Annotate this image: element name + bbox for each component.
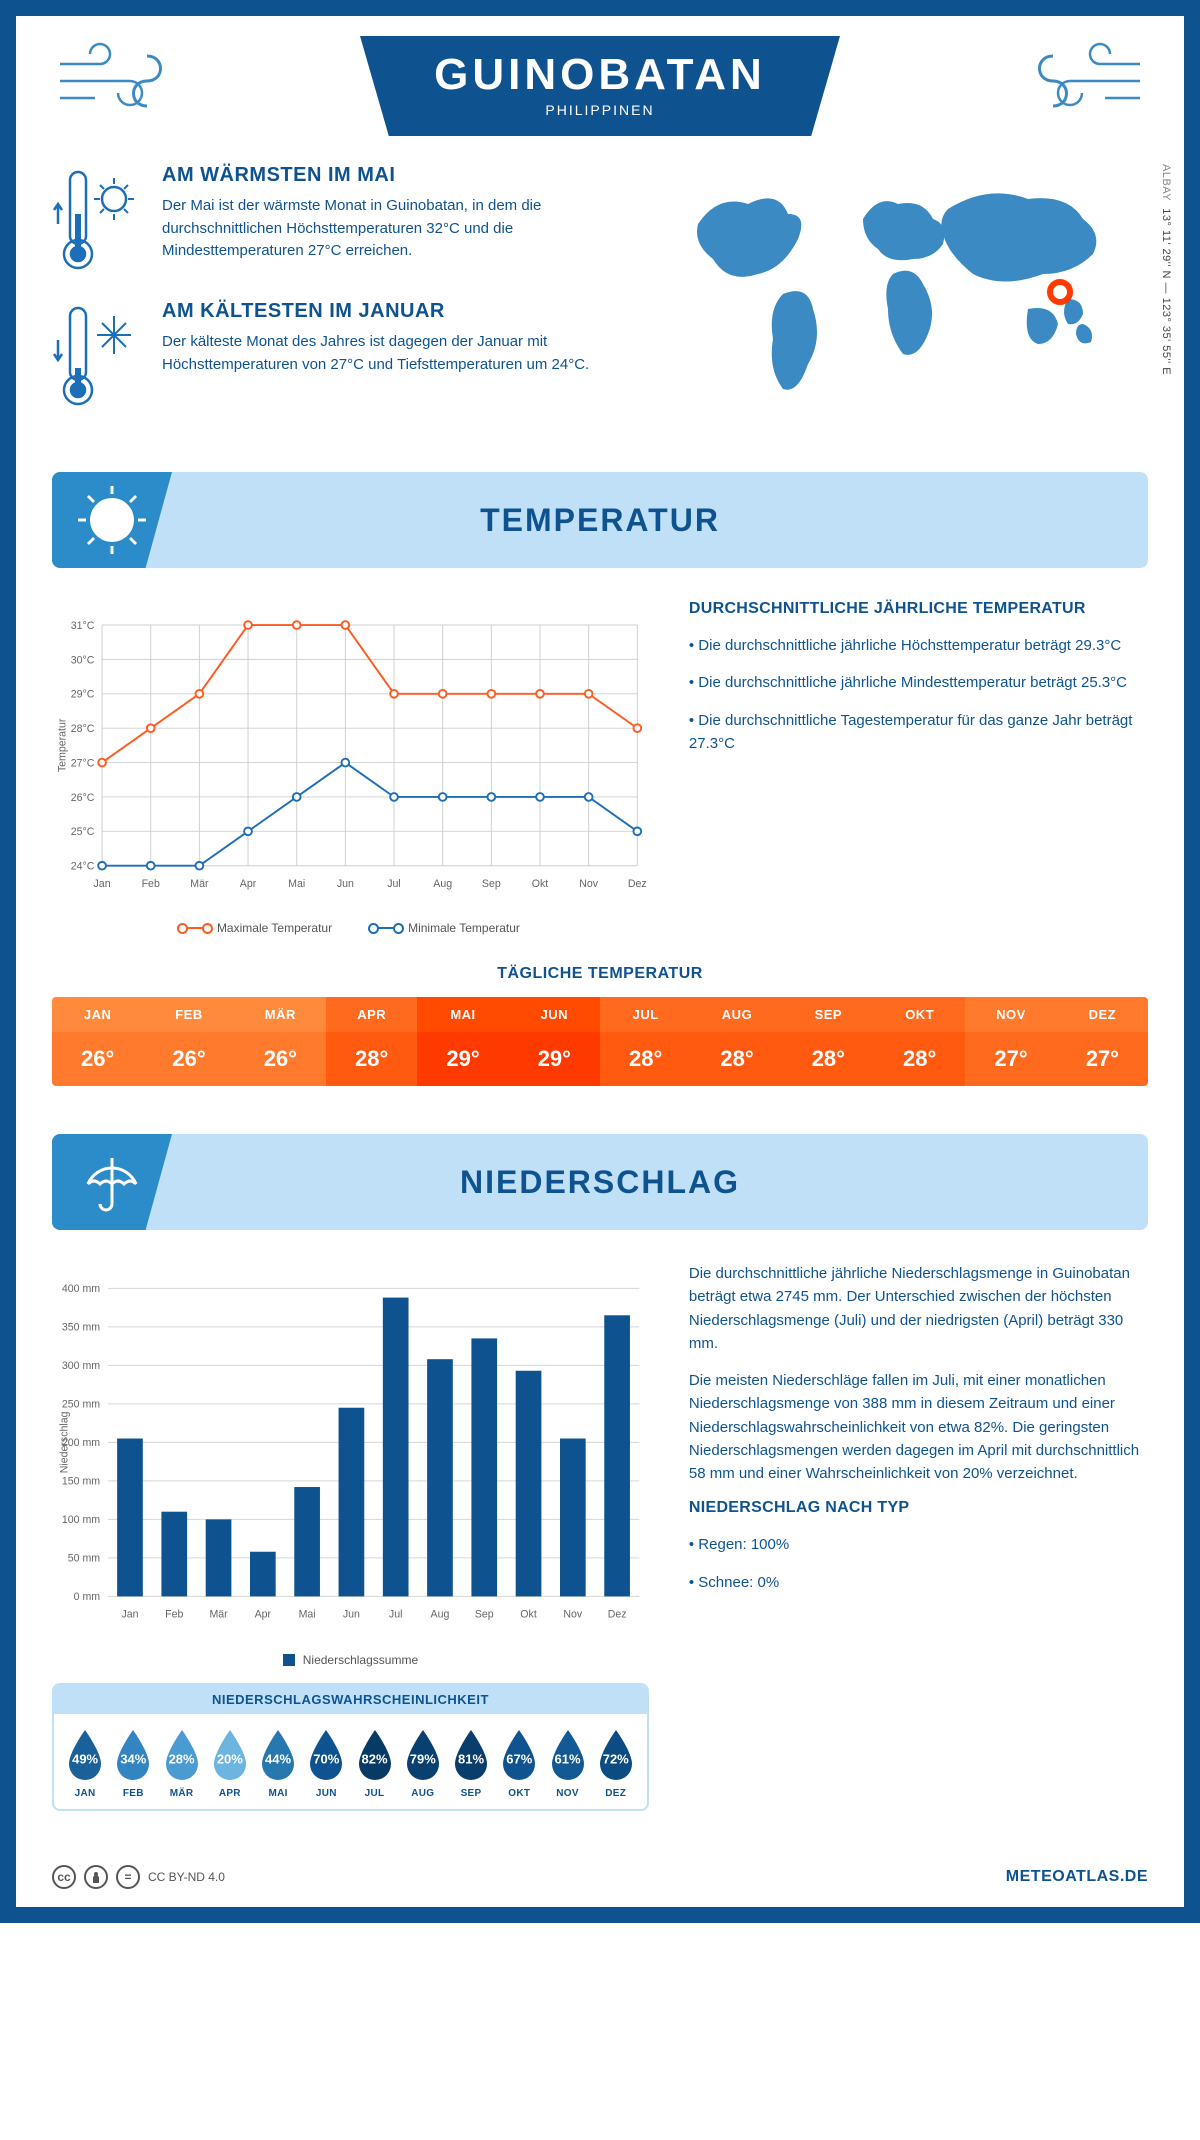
coldest-block: AM KÄLTESTEN IM JANUAR Der kälteste Mona…: [52, 300, 638, 410]
thermometer-hot-icon: [52, 164, 144, 274]
svg-text:Niederschlag: Niederschlag: [58, 1411, 70, 1473]
section-header-precipitation: NIEDERSCHLAG: [52, 1134, 1148, 1230]
precipitation-summary: Die durchschnittliche jährliche Niedersc…: [689, 1262, 1148, 1811]
prob-drop: 72%DEZ: [593, 1728, 639, 1799]
svg-text:Jul: Jul: [389, 1609, 403, 1621]
thermometer-cold-icon: [52, 300, 144, 410]
nd-icon: =: [116, 1865, 140, 1889]
svg-text:29°C: 29°C: [71, 689, 95, 701]
svg-text:Okt: Okt: [532, 878, 549, 890]
prob-drop: 20%APR: [207, 1728, 253, 1799]
prob-drop: 34%FEB: [110, 1728, 156, 1799]
svg-text:Jun: Jun: [343, 1609, 360, 1621]
svg-text:Nov: Nov: [579, 878, 599, 890]
svg-text:30°C: 30°C: [71, 654, 95, 666]
title-banner: GUINOBATAN PHILIPPINEN: [360, 36, 840, 136]
svg-text:31°C: 31°C: [71, 620, 95, 632]
svg-text:250 mm: 250 mm: [62, 1399, 100, 1411]
temperature-line-chart: 24°C 25°C 26°C 27°C 28°C 29°C 30°C 31°C Jan Feb Mä…: [52, 600, 649, 935]
coldest-text: Der kälteste Monat des Jahres ist dagege…: [162, 331, 638, 376]
header: GUINOBATAN PHILIPPINEN: [52, 36, 1148, 136]
svg-text:24°C: 24°C: [71, 861, 95, 873]
prob-drop: 61%NOV: [544, 1728, 590, 1799]
city-title: GUINOBATAN: [420, 50, 780, 100]
wind-icon-right: [1018, 36, 1148, 126]
footer: cc = CC BY-ND 4.0 METEOATLAS.DE: [52, 1841, 1148, 1907]
precipitation-heading: NIEDERSCHLAG: [460, 1164, 740, 1201]
section-header-temperature: TEMPERATUR: [52, 472, 1148, 568]
country-subtitle: PHILIPPINEN: [420, 102, 780, 118]
svg-text:300 mm: 300 mm: [62, 1360, 100, 1372]
svg-text:Mär: Mär: [190, 878, 209, 890]
prob-drop: 81%SEP: [448, 1728, 494, 1799]
temperature-heading: TEMPERATUR: [480, 502, 720, 539]
warmest-text: Der Mai ist der wärmste Monat in Guinoba…: [162, 195, 638, 263]
svg-text:Nov: Nov: [563, 1609, 583, 1621]
warmest-title: AM WÄRMSTEN IM MAI: [162, 164, 638, 187]
warmest-block: AM WÄRMSTEN IM MAI Der Mai ist der wärms…: [52, 164, 638, 274]
svg-text:Mai: Mai: [299, 1609, 316, 1621]
svg-text:Dez: Dez: [628, 878, 647, 890]
svg-text:Jun: Jun: [337, 878, 354, 890]
svg-text:Dez: Dez: [608, 1609, 627, 1621]
legend-max-temp: Maximale Temperatur: [181, 921, 332, 935]
svg-text:Temperatur: Temperatur: [56, 718, 68, 772]
svg-text:Feb: Feb: [165, 1609, 183, 1621]
prob-drop: 67%OKT: [496, 1728, 542, 1799]
svg-text:25°C: 25°C: [71, 826, 95, 838]
coordinates: ALBAY 13° 11' 29'' N — 123° 35' 55'' E: [1160, 164, 1172, 375]
world-map: ALBAY 13° 11' 29'' N — 123° 35' 55'' E: [668, 164, 1148, 436]
svg-text:Sep: Sep: [475, 1609, 494, 1621]
svg-text:Jan: Jan: [94, 878, 111, 890]
coldest-title: AM KÄLTESTEN IM JANUAR: [162, 300, 638, 323]
svg-text:Feb: Feb: [142, 878, 160, 890]
legend-precip: Niederschlagssumme: [283, 1653, 418, 1667]
svg-text:27°C: 27°C: [71, 757, 95, 769]
svg-text:0 mm: 0 mm: [74, 1591, 101, 1603]
by-icon: [84, 1865, 108, 1889]
prob-drop: 44%MAI: [255, 1728, 301, 1799]
svg-text:Mai: Mai: [288, 878, 305, 890]
svg-text:Apr: Apr: [240, 878, 257, 890]
svg-text:350 mm: 350 mm: [62, 1322, 100, 1334]
svg-text:Apr: Apr: [255, 1609, 272, 1621]
license: cc = CC BY-ND 4.0: [52, 1865, 225, 1889]
sun-icon: [52, 472, 172, 568]
brand: METEOATLAS.DE: [1006, 1868, 1148, 1886]
precipitation-probability-box: NIEDERSCHLAGSWAHRSCHEINLICHKEIT 49%JAN34…: [52, 1683, 649, 1811]
daily-temp-table: JANFEBMÄRAPRMAIJUNJULAUGSEPOKTNOVDEZ26°2…: [52, 997, 1148, 1086]
svg-text:26°C: 26°C: [71, 792, 95, 804]
svg-text:50 mm: 50 mm: [68, 1553, 101, 1565]
svg-text:Jul: Jul: [387, 878, 401, 890]
svg-text:150 mm: 150 mm: [62, 1476, 100, 1488]
svg-text:100 mm: 100 mm: [62, 1514, 100, 1526]
temperature-summary: DURCHSCHNITTLICHE JÄHRLICHE TEMPERATUR D…: [689, 600, 1148, 935]
svg-text:Aug: Aug: [431, 1609, 450, 1621]
prob-drop: 70%JUN: [303, 1728, 349, 1799]
prob-drop: 28%MÄR: [158, 1728, 204, 1799]
svg-text:28°C: 28°C: [71, 723, 95, 735]
svg-text:400 mm: 400 mm: [62, 1283, 100, 1295]
umbrella-icon: [52, 1134, 172, 1230]
daily-temp-title: TÄGLICHE TEMPERATUR: [52, 965, 1148, 983]
prob-drop: 82%JUL: [351, 1728, 397, 1799]
cc-icon: cc: [52, 1865, 76, 1889]
svg-text:Sep: Sep: [482, 878, 501, 890]
svg-text:Aug: Aug: [433, 878, 452, 890]
wind-icon-left: [52, 36, 182, 126]
legend-min-temp: Minimale Temperatur: [372, 921, 520, 935]
svg-text:Jan: Jan: [121, 1609, 138, 1621]
precipitation-bar-chart: 0 mm50 mm100 mm150 mm200 mm250 mm300 mm3…: [52, 1262, 649, 1642]
svg-text:Mär: Mär: [209, 1609, 228, 1621]
svg-text:Okt: Okt: [520, 1609, 537, 1621]
prob-drop: 79%AUG: [400, 1728, 446, 1799]
prob-drop: 49%JAN: [62, 1728, 108, 1799]
